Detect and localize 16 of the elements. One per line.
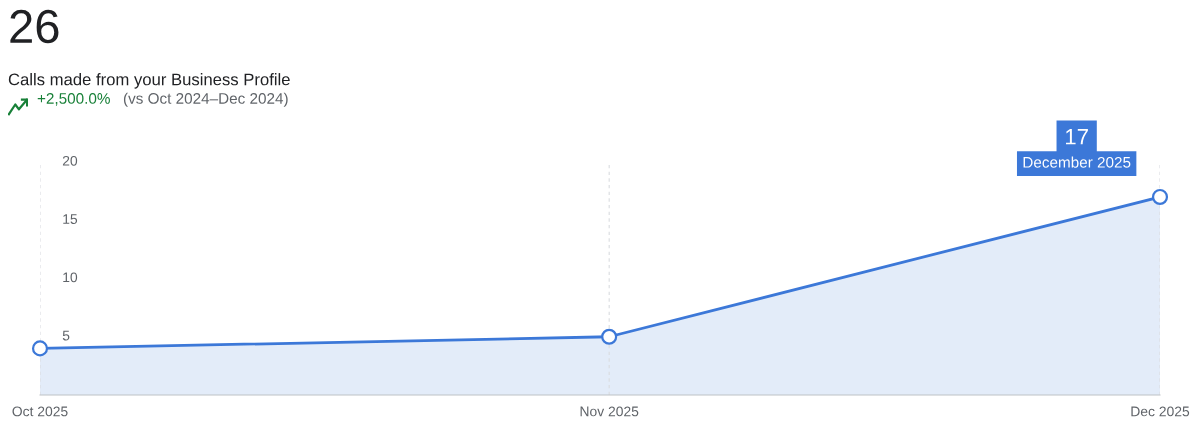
y-tick-label: 20 (62, 155, 78, 166)
text: (vs Oct 2024–Dec 2024) (123, 92, 288, 107)
x-tick-label: Dec 2025 (1131, 406, 1190, 417)
annotation: December 2025 (1023, 156, 1131, 168)
y-tick-label: 10 (63, 272, 78, 283)
y-tick-label: 5 (62, 330, 70, 341)
text: +2,500.0% (37, 93, 110, 106)
point (1151, 188, 1169, 205)
chart-title: 26 (10, 9, 59, 44)
text: 17 (1066, 129, 1088, 145)
y-tick-label: 15 (63, 214, 78, 224)
point (31, 340, 49, 357)
x-tick-label: Oct 2025 (12, 406, 68, 417)
chart-subtitle: Calls made from your Business Profile (8, 73, 290, 89)
x-tick-label: Nov 2025 (580, 406, 639, 417)
point (601, 328, 618, 345)
